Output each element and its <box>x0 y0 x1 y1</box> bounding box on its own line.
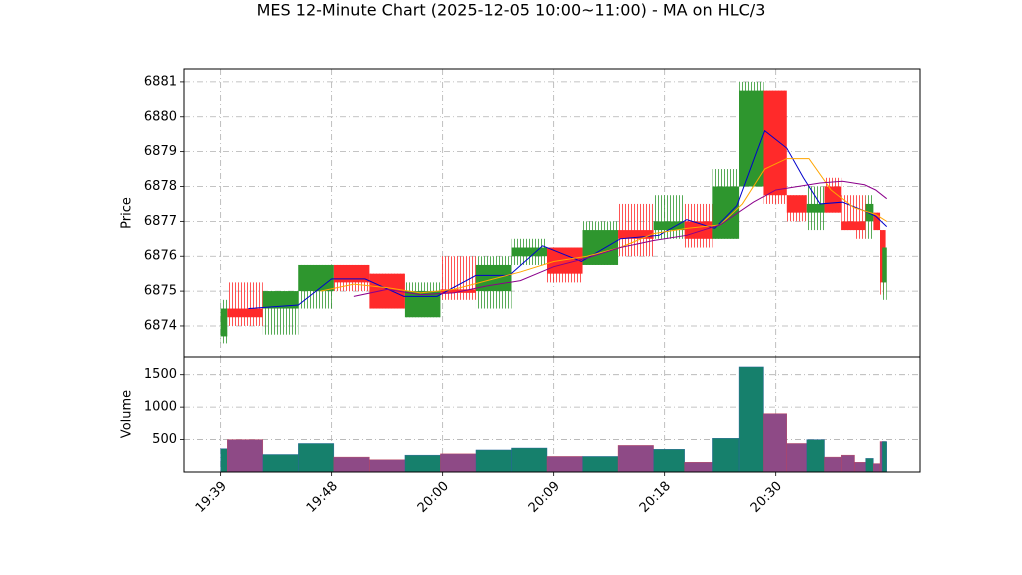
candle-body <box>806 203 825 213</box>
volume-tick-label: 1000 <box>144 400 177 415</box>
volume-bar <box>763 413 787 473</box>
candle-body <box>440 289 476 293</box>
volume-bar <box>873 463 881 473</box>
volume-bar <box>865 458 874 473</box>
volume-tick-label: 1500 <box>144 367 177 382</box>
x-tick-label: 20:09 <box>526 479 563 516</box>
candle-body <box>227 308 263 318</box>
candle-body <box>873 212 881 231</box>
candle-body <box>841 221 855 231</box>
candle-body <box>684 221 713 239</box>
volume-bar <box>404 454 441 473</box>
moving-average <box>353 180 888 297</box>
wick <box>653 195 685 239</box>
volume-bar <box>582 456 619 473</box>
volume-bar <box>712 438 740 473</box>
candle-body <box>739 90 764 187</box>
candle-body <box>712 186 740 239</box>
candle-body <box>824 186 842 213</box>
volume-bar <box>738 366 764 473</box>
volume-bar <box>786 443 807 473</box>
candle-body <box>786 195 807 213</box>
moving-average <box>320 158 887 294</box>
candle-body <box>404 291 441 318</box>
volume-bar <box>546 456 583 473</box>
volume-bar <box>298 443 335 473</box>
candle-body <box>618 230 654 239</box>
y-tick-label: 6878 <box>144 179 177 194</box>
y-tick-label: 6874 <box>144 318 177 333</box>
y-tick-label: 6881 <box>144 74 177 89</box>
y-tick-label: 6875 <box>144 284 177 299</box>
candle-body <box>262 291 299 309</box>
y-tick-label: 6876 <box>144 249 177 264</box>
volume-bar <box>369 459 406 473</box>
candle-body <box>220 308 228 337</box>
volume-bar <box>684 462 713 473</box>
candle-body <box>511 247 548 257</box>
y-tick-label: 6877 <box>144 214 177 229</box>
candle-body <box>298 264 334 292</box>
x-tick-label: 20:30 <box>748 479 785 516</box>
candle-body <box>653 221 685 231</box>
candle-body <box>854 221 866 231</box>
chart-title: MES 12-Minute Chart (2025-12-05 10:00~11… <box>257 1 766 20</box>
volume-tick-label: 500 <box>152 432 177 447</box>
y-axis-label: Price <box>120 197 135 229</box>
y-tick-label: 6879 <box>144 144 177 159</box>
moving-average <box>248 129 888 310</box>
volume-bar <box>882 441 887 473</box>
wick <box>854 195 866 239</box>
candle-body <box>882 247 887 283</box>
candle-body <box>582 230 619 265</box>
y-tick-label: 6880 <box>144 109 177 124</box>
candle-body <box>763 90 787 196</box>
volume-bar <box>617 445 654 473</box>
volume-bar <box>840 454 855 473</box>
volume-bar <box>824 456 842 473</box>
volume-bar <box>220 448 228 473</box>
volume-bar <box>653 449 685 473</box>
volume-bar <box>227 439 264 473</box>
volume-bar <box>262 454 299 473</box>
x-tick-label: 19:39 <box>193 479 230 516</box>
volume-bar <box>511 447 548 473</box>
volume-bar <box>806 439 825 473</box>
volume-bar <box>475 449 512 473</box>
volume-axis-label: Volume <box>120 390 135 438</box>
volume-bar <box>854 462 866 473</box>
x-tick-label: 20:18 <box>637 479 674 516</box>
candle-body <box>333 264 370 283</box>
wick <box>227 282 263 326</box>
x-tick-label: 20:00 <box>415 479 452 516</box>
volume-bar <box>440 453 477 473</box>
volume-bar <box>333 456 370 473</box>
volume-frame <box>183 356 921 473</box>
x-tick-label: 19:48 <box>304 479 341 516</box>
